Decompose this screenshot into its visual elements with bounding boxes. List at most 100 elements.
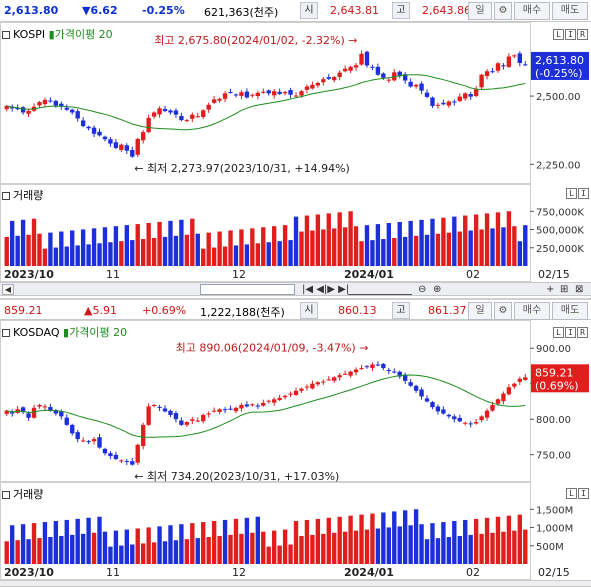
volume-bar bbox=[408, 220, 413, 266]
candle-body bbox=[479, 416, 484, 421]
kosdaq-volume-box-icon[interactable] bbox=[2, 491, 10, 499]
y-tick-label: 750.00 bbox=[536, 451, 571, 462]
kospi-sell-button[interactable]: 매도 bbox=[552, 2, 588, 20]
candle-body bbox=[403, 374, 408, 381]
candle-body bbox=[359, 368, 364, 370]
volume-bar bbox=[206, 537, 211, 564]
volume-bar bbox=[173, 235, 179, 266]
kosdaq-volume-chart[interactable]: 500M 1,000M 1,500M 2023/10 11 12 2024/01 02 02/1… bbox=[0, 482, 591, 580]
volume-bar bbox=[408, 525, 413, 564]
kospi-ma-label: 가격이평 20 bbox=[54, 28, 113, 41]
candle-body bbox=[381, 73, 386, 78]
candle-body bbox=[222, 409, 228, 411]
kospi-panel-corner-r[interactable]: R bbox=[577, 29, 588, 40]
candle-body bbox=[523, 64, 528, 66]
volume-bar bbox=[348, 211, 353, 266]
volume-tick-label: 250,000K bbox=[536, 244, 584, 255]
volume-bar bbox=[272, 530, 277, 564]
volume-bar bbox=[457, 535, 462, 564]
candle-body bbox=[173, 413, 179, 420]
zoom-in-icon[interactable]: ⊕ bbox=[433, 284, 442, 295]
kosdaq-price: 859.21 bbox=[4, 304, 43, 317]
scroll-nav-icon[interactable]: |◀ ◀|▶ ▶| bbox=[302, 284, 350, 295]
candle-body bbox=[375, 364, 381, 366]
volume-bar bbox=[261, 227, 266, 266]
volume-bar bbox=[141, 239, 146, 266]
kospi-buy-button[interactable]: 매수 bbox=[514, 2, 550, 20]
candle-body bbox=[337, 375, 342, 378]
expand-icon[interactable]: ⊠ bbox=[575, 284, 584, 295]
candle-body bbox=[4, 410, 9, 414]
kospi-price-chart[interactable]: 2,250.00 2,500.00 최고 2,675.80(2024/01/02, … bbox=[0, 22, 591, 184]
volume-bar bbox=[293, 521, 299, 564]
volume-bar bbox=[157, 526, 162, 564]
volume-bar bbox=[446, 232, 452, 266]
volume-bar bbox=[364, 529, 370, 564]
current-price-tag-pct: (0.69%) bbox=[535, 379, 579, 392]
kospi-scrollbar[interactable]: ◀ |◀ ◀|▶ ▶| ⊖ ⊕ + ⊞ ⊠ bbox=[0, 282, 591, 296]
grid-icon[interactable]: ⊞ bbox=[560, 284, 569, 295]
volume-bar bbox=[288, 544, 293, 564]
volume-bar bbox=[517, 514, 522, 564]
x-axis-label: 12 bbox=[232, 566, 246, 579]
kosdaq-panel-corner-r[interactable]: R bbox=[577, 327, 588, 338]
candle-body bbox=[130, 461, 135, 465]
scroll-left-arrow-icon[interactable]: ◀ bbox=[2, 284, 14, 295]
kospi-settings-gear-icon[interactable]: ⚙ bbox=[494, 2, 512, 20]
kosdaq-panel-box-icon[interactable] bbox=[2, 329, 10, 337]
volume-bar bbox=[397, 221, 402, 266]
volume-bar bbox=[228, 230, 233, 266]
candle-body bbox=[53, 410, 59, 414]
candle-body bbox=[201, 110, 206, 117]
scrollbar-thumb[interactable] bbox=[200, 284, 295, 295]
volume-bar bbox=[321, 229, 326, 266]
kospi-panel-box-icon[interactable] bbox=[2, 31, 10, 39]
candle-body bbox=[20, 407, 26, 413]
kospi-period-button[interactable]: 일 bbox=[468, 2, 492, 20]
kosdaq-high-label: 고 bbox=[392, 302, 410, 319]
kosdaq-settings-gear-icon[interactable]: ⚙ bbox=[494, 302, 512, 320]
kospi-volume-corner-i[interactable]: I bbox=[578, 188, 589, 199]
zoom-out-icon[interactable]: ⊖ bbox=[418, 284, 427, 295]
kosdaq-period-button[interactable]: 일 bbox=[468, 302, 492, 320]
volume-bar bbox=[86, 244, 91, 266]
kospi-volume-corner-l[interactable]: L bbox=[566, 188, 577, 199]
candle-body bbox=[353, 369, 359, 373]
candle-body bbox=[446, 101, 452, 106]
volume-bar bbox=[113, 530, 119, 564]
kosdaq-volume-corner-l[interactable]: L bbox=[566, 488, 577, 499]
candle-body bbox=[244, 404, 250, 407]
kosdaq-sell-button[interactable]: 매도 bbox=[552, 302, 588, 320]
kosdaq-volume-corner-i[interactable]: I bbox=[578, 488, 589, 499]
kosdaq-panel-corner-l[interactable]: L bbox=[553, 327, 564, 338]
kospi-panel-corner-i[interactable]: I bbox=[565, 29, 576, 40]
candle-body bbox=[332, 377, 337, 381]
volume-bar bbox=[146, 527, 151, 564]
kospi-volume-chart[interactable]: 250,000K 500,000K 750,000K 2023/10 11 12 2024/… bbox=[0, 184, 591, 282]
volume-bar bbox=[375, 224, 381, 266]
volume-bar bbox=[151, 237, 157, 266]
kosdaq-scrollbar[interactable] bbox=[0, 580, 591, 587]
volume-bar bbox=[277, 241, 282, 266]
candle-body bbox=[42, 406, 48, 408]
volume-bar bbox=[332, 532, 337, 564]
kosdaq-panel-corner-i[interactable]: I bbox=[565, 327, 576, 338]
crosshair-icon[interactable]: + bbox=[546, 284, 555, 295]
volume-bar bbox=[102, 531, 108, 564]
candle-body bbox=[250, 94, 255, 96]
volume-bar bbox=[468, 230, 473, 266]
volume-bar bbox=[250, 532, 255, 564]
zoom-slider[interactable] bbox=[348, 285, 412, 295]
kosdaq-buy-button[interactable]: 매수 bbox=[514, 302, 550, 320]
volume-bar bbox=[157, 221, 162, 266]
volume-bar bbox=[359, 514, 364, 564]
kospi-high-value: 2,643.86 bbox=[422, 4, 471, 17]
current-price-tag-value: 2,613.80 bbox=[535, 54, 584, 67]
volume-bar bbox=[135, 528, 140, 564]
volume-bar bbox=[452, 216, 457, 266]
kospi-panel-corner-l[interactable]: L bbox=[553, 29, 564, 40]
candle-body bbox=[42, 99, 48, 105]
volume-bar bbox=[222, 519, 228, 564]
kospi-volume-box-icon[interactable] bbox=[2, 192, 10, 200]
